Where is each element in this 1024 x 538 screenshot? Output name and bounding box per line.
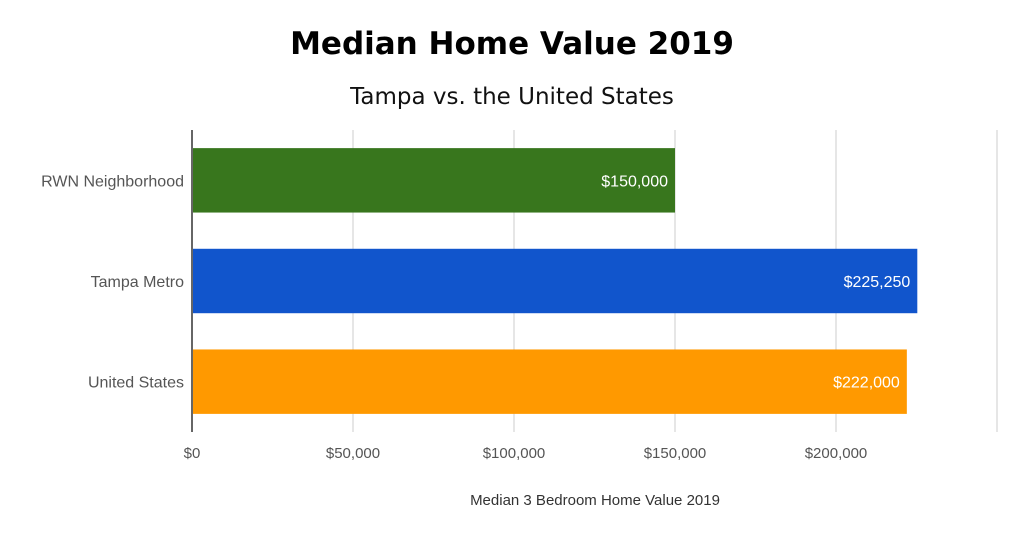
data-label: $150,000	[601, 173, 668, 190]
bar	[193, 248, 918, 314]
chart-subtitle: Tampa vs. the United States	[350, 84, 674, 110]
bar	[193, 148, 675, 213]
x-tick-label: $150,000	[644, 445, 707, 462]
category-label: United States	[88, 375, 184, 392]
bars: $150,000 $225,250 $222,000	[193, 148, 918, 414]
chart-title: Median Home Value 2019	[290, 26, 734, 62]
x-tick-label: $100,000	[483, 445, 546, 462]
x-tick-labels: $0 $50,000 $100,000 $150,000 $200,000	[184, 445, 868, 462]
x-tick-label: $200,000	[805, 445, 868, 462]
data-label: $222,000	[833, 375, 900, 392]
x-tick-label: $0	[184, 445, 201, 462]
category-label: Tampa Metro	[91, 274, 184, 291]
bar	[193, 349, 907, 414]
category-labels: RWN Neighborhood Tampa Metro United States	[41, 173, 184, 391]
category-label: RWN Neighborhood	[41, 173, 184, 190]
data-label: $225,250	[844, 274, 911, 291]
x-tick-label: $50,000	[326, 445, 380, 462]
x-axis-title: Median 3 Bedroom Home Value 2019	[470, 492, 720, 509]
